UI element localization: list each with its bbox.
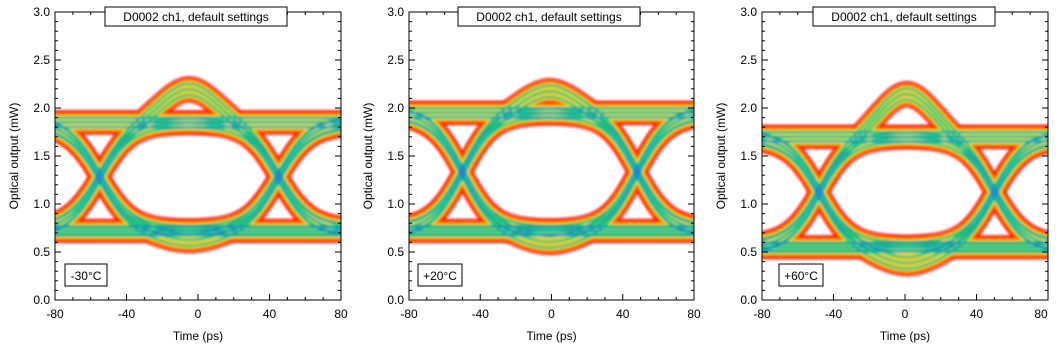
x-tick-label: -40: [118, 307, 136, 321]
x-tick-label: 40: [970, 307, 984, 321]
eye-trace: [55, 126, 341, 234]
panel-2: 0.0 0.5 1.0 1.5 2.0 2.5 3.0 -80 -40 0 40…: [361, 5, 701, 343]
condition-label-1: -30°C: [71, 269, 102, 283]
x-tick-labels-3: -80 -40 0 40 80: [753, 307, 1048, 321]
condition-box-frame-2: [417, 263, 463, 287]
eye-trace: [55, 121, 341, 230]
eye-trace: [762, 87, 1048, 240]
y-axis-title-3: Optical output (mW): [714, 103, 728, 210]
x-tick-label: 0: [548, 307, 555, 321]
title-box-2: D0002 ch1, default settings: [476, 10, 621, 24]
eye-trace: [409, 115, 694, 232]
eye-trace: [762, 136, 1048, 245]
x-tick-label: 40: [263, 307, 277, 321]
eye-trace: [409, 84, 694, 223]
y-axis-title-2: Optical output (mW): [361, 103, 375, 210]
x-tick-label: -80: [46, 307, 64, 321]
eye-trace: [762, 131, 1048, 240]
y-tick-label: 1.0: [740, 197, 757, 211]
x-tick-label: -80: [400, 307, 418, 321]
eye-trace: [409, 121, 694, 249]
eye-trace: [409, 110, 694, 227]
y-tick-label: 0.0: [387, 293, 404, 307]
condition-label-2: +20°C: [423, 269, 457, 283]
x-tick-label: 80: [1034, 307, 1048, 321]
y-tick-label: 2.5: [740, 53, 757, 67]
y-tick-label: 0.0: [740, 293, 757, 307]
x-axis-title-1: Time (ps): [173, 329, 223, 343]
panel-1: 0.0 0.5 1.0 1.5 2.0 2.5 3.0 -80 -40 0 40…: [7, 5, 348, 343]
y-tick-label: 1.5: [387, 149, 404, 163]
eye-trace: [762, 135, 1048, 244]
x-tick-labels-2: -80 -40 0 40 80: [400, 307, 701, 321]
x-tick-label: 80: [334, 307, 348, 321]
y-tick-labels-1: 0.0 0.5 1.0 1.5 2.0 2.5 3.0: [33, 5, 50, 307]
eye-trace: [55, 119, 341, 227]
x-axis-title-2: Time (ps): [526, 329, 576, 343]
y-tick-label: 0.5: [387, 245, 404, 259]
y-tick-label: 0.5: [740, 245, 757, 259]
eye-heatmap-1: [55, 76, 341, 254]
x-tick-label: -40: [825, 307, 843, 321]
y-tick-label: 2.5: [33, 53, 50, 67]
y-tick-label: 0.0: [33, 293, 50, 307]
condition-label-3: +60°C: [784, 269, 818, 283]
title-box-3: D0002 ch1, default settings: [831, 10, 976, 24]
y-tick-label: 2.5: [387, 53, 404, 67]
panel-3: 0.0 0.5 1.0 1.5 2.0 2.5 3.0 -80 -40 0 40…: [714, 5, 1049, 343]
x-tick-label: 0: [195, 307, 202, 321]
condition-box-frame-3: [778, 263, 824, 287]
eye-trace: [762, 139, 1048, 248]
y-tick-label: 3.0: [387, 5, 404, 19]
y-tick-label: 2.0: [33, 101, 50, 115]
y-tick-labels-3: 0.0 0.5 1.0 1.5 2.0 2.5 3.0: [740, 5, 757, 307]
title-box-frame-2: [457, 6, 641, 27]
eye-heatmap-2: [409, 77, 694, 256]
y-tick-label: 1.5: [33, 149, 50, 163]
y-tick-label: 1.5: [740, 149, 757, 163]
x-axis-title-3: Time (ps): [880, 329, 930, 343]
y-tick-label: 3.0: [740, 5, 757, 19]
eye-trace: [55, 82, 341, 224]
eye-trace: [409, 116, 694, 234]
y-tick-label: 3.0: [33, 5, 50, 19]
y-tick-labels-2: 0.0 0.5 1.0 1.5 2.0 2.5 3.0: [387, 5, 404, 307]
title-box-frame-3: [812, 6, 996, 27]
eye-trace: [55, 128, 341, 237]
x-tick-labels-1: -80 -40 0 40 80: [46, 307, 348, 321]
eye-trace: [55, 117, 341, 225]
eye-trace: [762, 144, 1048, 270]
eye-trace: [762, 140, 1048, 249]
condition-box-frame-1: [64, 263, 108, 287]
eye-trace: [409, 112, 694, 229]
y-tick-label: 2.0: [387, 101, 404, 115]
y-tick-label: 2.0: [740, 101, 757, 115]
eye-trace: [55, 123, 341, 232]
y-tick-label: 1.0: [33, 197, 50, 211]
eye-trace: [409, 107, 694, 224]
title-box-1: D0002 ch1, default settings: [123, 10, 268, 24]
y-axis-title-1: Optical output (mW): [7, 103, 21, 210]
x-tick-label: -40: [472, 307, 490, 321]
x-tick-label: 0: [902, 307, 909, 321]
x-tick-label: -80: [753, 307, 771, 321]
eye-heatmap-3: [762, 80, 1048, 277]
x-tick-label: 40: [616, 307, 630, 321]
title-box-frame-1: [104, 6, 288, 27]
y-tick-label: 0.5: [33, 245, 50, 259]
x-tick-label: 80: [687, 307, 701, 321]
y-tick-label: 1.0: [387, 197, 404, 211]
eye-trace: [762, 144, 1048, 253]
eye-trace: [409, 119, 694, 237]
